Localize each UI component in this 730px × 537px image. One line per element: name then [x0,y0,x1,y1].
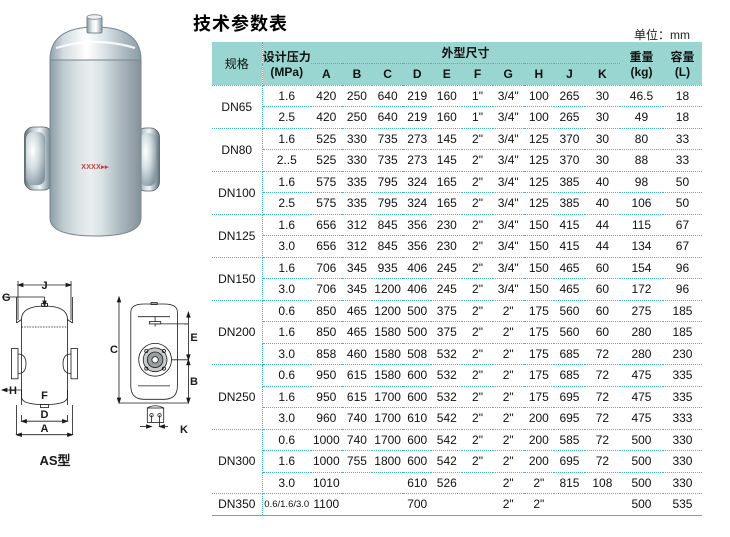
svg-text:E: E [190,332,197,344]
svg-text:D: D [41,409,49,421]
svg-text:K: K [180,424,188,436]
svg-text:H: H [9,385,17,397]
svg-text:XXXX▸▸: XXXX▸▸ [81,164,109,171]
svg-text:B: B [190,376,198,388]
svg-text:A: A [41,423,49,435]
svg-text:C: C [110,344,118,356]
svg-text:J: J [41,280,47,292]
svg-text:F: F [41,390,48,402]
svg-text:G: G [2,292,11,304]
svg-text:AS型: AS型 [39,453,70,468]
